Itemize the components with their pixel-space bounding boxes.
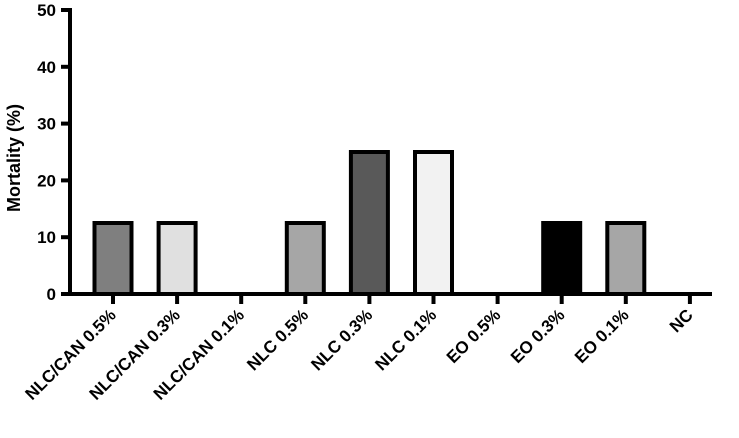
bar [156,221,198,296]
y-tick-label: 50 [37,1,56,20]
y-tick-label: 0 [47,285,56,304]
bar [348,150,390,296]
x-category-label: NC [666,305,697,336]
x-category-label: EO 0.5% [443,305,505,367]
y-tick-label: 10 [37,228,56,247]
bar [541,221,583,296]
x-category-label: EO 0.3% [507,305,569,367]
y-tick-label: 30 [37,115,56,134]
bar [413,150,454,296]
bar [92,221,134,296]
x-category-label: NLC 0.5% [243,305,312,374]
x-category-label: NLC 0.3% [307,305,376,374]
bar [605,221,647,296]
y-tick-label: 40 [37,58,56,77]
y-axis-ticks: 0 10 20 30 40 50 [37,1,70,304]
y-tick-label: 20 [37,171,56,190]
x-category-label: NLC 0.1% [371,305,440,374]
y-axis-title: Mortality (%) [4,104,24,212]
bars [92,150,647,296]
x-category-label: EO 0.1% [571,305,633,367]
x-axis-ticks: NLC/CAN 0.5%NLC/CAN 0.3%NLC/CAN 0.1%NLC … [22,294,697,404]
bar [284,221,326,296]
